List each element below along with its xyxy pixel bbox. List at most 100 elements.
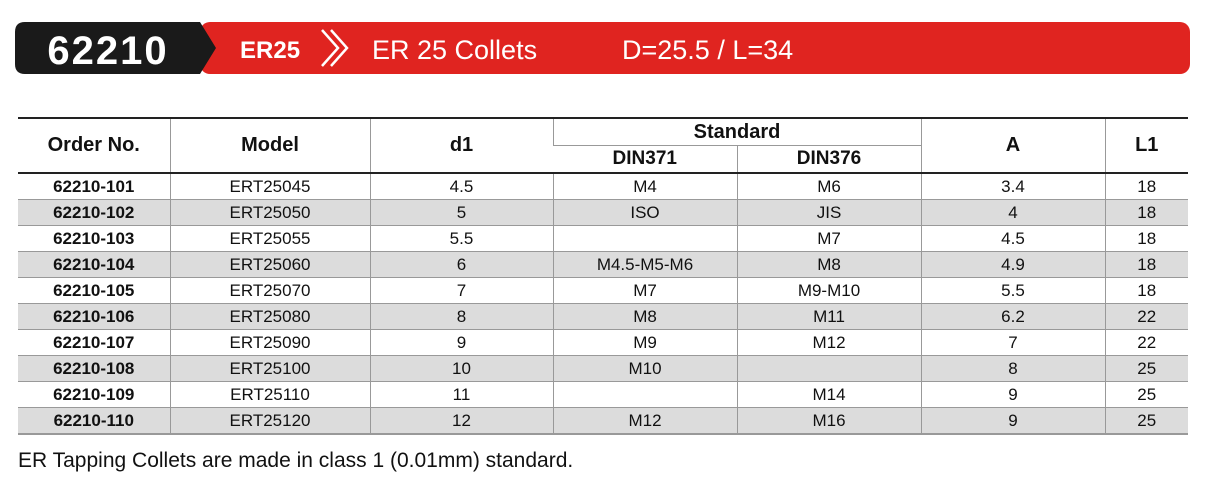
banner: 62210 ER25 ER 25 Collets D=25.5 / L=34 xyxy=(15,22,1190,74)
table-cell: ERT25100 xyxy=(169,355,370,382)
table-cell xyxy=(552,225,737,252)
column-header: Order No. xyxy=(18,117,170,173)
table-cell: 3.4 xyxy=(920,173,1105,200)
table-row: 62210-107 ERT25090 9 M9 M12 7 22 xyxy=(18,329,1188,356)
table-cell: ERT25070 xyxy=(169,277,370,304)
column-header: L1 xyxy=(1104,117,1188,173)
table-cell: 62210-105 xyxy=(18,277,170,304)
table-cell: 12 xyxy=(369,407,553,435)
table-cell: M8 xyxy=(736,251,921,278)
banner-bar xyxy=(200,22,1190,74)
table-cell: 62210-101 xyxy=(18,173,170,200)
table-cell: ERT25110 xyxy=(169,381,370,408)
series: ER25 xyxy=(240,37,300,64)
table-cell: M12 xyxy=(552,407,737,435)
table-cell: 18 xyxy=(1104,199,1188,226)
column-header: Standard xyxy=(552,117,921,146)
table-cell: 4.5 xyxy=(369,173,553,200)
table-row: 62210-102 ERT25050 5 ISO JIS 4 18 xyxy=(18,199,1188,226)
table-row: 62210-106 ERT25080 8 M8 M11 6.2 22 xyxy=(18,303,1188,330)
table-cell: 62210-106 xyxy=(18,303,170,330)
table-cell: 18 xyxy=(1104,225,1188,252)
table-cell: 5.5 xyxy=(369,225,553,252)
table-cell: 25 xyxy=(1104,355,1188,382)
column-header: DIN371 xyxy=(553,145,737,173)
table-cell: M8 xyxy=(552,303,737,330)
column-header: Model xyxy=(169,117,370,173)
table-cell: M4.5-M5-M6 xyxy=(552,251,737,278)
footnote: ER Tapping Collets are made in class 1 (… xyxy=(18,449,574,472)
table-cell: 5 xyxy=(369,199,553,226)
table-cell: 18 xyxy=(1104,173,1188,200)
table-cell: 10 xyxy=(369,355,553,382)
table-cell: 8 xyxy=(369,303,553,330)
table-cell: 25 xyxy=(1104,381,1188,408)
table-cell: 8 xyxy=(920,355,1105,382)
table-cell: 6 xyxy=(369,251,553,278)
table-cell: 9 xyxy=(369,329,553,356)
table-cell: M9-M10 xyxy=(736,277,921,304)
table-cell: M11 xyxy=(736,303,921,330)
table-cell: ISO xyxy=(552,199,737,226)
table-cell: M6 xyxy=(736,173,921,200)
table-cell: 62210-108 xyxy=(18,355,170,382)
table-cell: 5.5 xyxy=(920,277,1105,304)
table-row: 62210-109 ERT25110 11 M14 9 25 xyxy=(18,381,1188,408)
table-cell: 6.2 xyxy=(920,303,1105,330)
table-cell: 7 xyxy=(920,329,1105,356)
table-cell: 7 xyxy=(369,277,553,304)
table-cell: 62210-107 xyxy=(18,329,170,356)
dimensions: D=25.5 / L=34 xyxy=(622,35,793,65)
table-cell: 62210-102 xyxy=(18,199,170,226)
table-cell: 4.9 xyxy=(920,251,1105,278)
table-cell: 22 xyxy=(1104,303,1188,330)
table-cell: ERT25090 xyxy=(169,329,370,356)
column-header: d1 xyxy=(369,117,553,173)
table-cell: M9 xyxy=(552,329,737,356)
table-cell: 4.5 xyxy=(920,225,1105,252)
table-cell: 62210-110 xyxy=(18,407,170,435)
table-cell: ERT25060 xyxy=(169,251,370,278)
table-cell: M4 xyxy=(552,173,737,200)
table-cell: M12 xyxy=(736,329,921,356)
table-row: 62210-103 ERT25055 5.5 M7 4.5 18 xyxy=(18,225,1188,252)
table-row: 62210-104 ERT25060 6 M4.5-M5-M6 M8 4.9 18 xyxy=(18,251,1188,278)
table-cell: 62210-103 xyxy=(18,225,170,252)
table-cell: M7 xyxy=(736,225,921,252)
table-cell: ERT25045 xyxy=(169,173,370,200)
table-cell: M7 xyxy=(552,277,737,304)
table-cell: 62210-104 xyxy=(18,251,170,278)
table-cell: ERT25055 xyxy=(169,225,370,252)
table-row: 62210-101 ERT25045 4.5 M4 M6 3.4 18 xyxy=(18,173,1188,200)
chevrons xyxy=(321,29,349,67)
table-cell: 25 xyxy=(1104,407,1188,435)
table-cell: 18 xyxy=(1104,251,1188,278)
table-cell: M14 xyxy=(736,381,921,408)
spec-table: Order No. Model d1 Standard A L1 DIN371 … xyxy=(18,117,1188,435)
title: ER 25 Collets xyxy=(372,35,537,65)
table-row: 62210-110 ERT25120 12 M12 M16 9 25 xyxy=(18,407,1188,435)
code-box xyxy=(15,22,216,74)
column-header: DIN376 xyxy=(736,145,921,173)
table-cell: JIS xyxy=(736,199,921,226)
table-cell: 11 xyxy=(369,381,553,408)
column-header: A xyxy=(920,117,1105,173)
table-row: 62210-105 ERT25070 7 M7 M9-M10 5.5 18 xyxy=(18,277,1188,304)
table-cell: ERT25050 xyxy=(169,199,370,226)
table-cell: 4 xyxy=(920,199,1105,226)
table-cell: 18 xyxy=(1104,277,1188,304)
table-cell: 22 xyxy=(1104,329,1188,356)
table-cell: M10 xyxy=(552,355,737,382)
table-cell xyxy=(736,355,921,382)
table-cell xyxy=(552,381,737,408)
table-cell: 9 xyxy=(920,381,1105,408)
product-code: 62210 xyxy=(47,29,168,73)
table-cell: ERT25080 xyxy=(169,303,370,330)
table-cell: 62210-109 xyxy=(18,381,170,408)
table-row: 62210-108 ERT25100 10 M10 8 25 xyxy=(18,355,1188,382)
table-cell: 9 xyxy=(920,407,1105,435)
table-cell: M16 xyxy=(736,407,921,435)
table-body: 62210-101 ERT25045 4.5 M4 M6 3.4 18 62210-102 ER… xyxy=(18,173,1188,435)
table-cell: ERT25120 xyxy=(169,407,370,435)
